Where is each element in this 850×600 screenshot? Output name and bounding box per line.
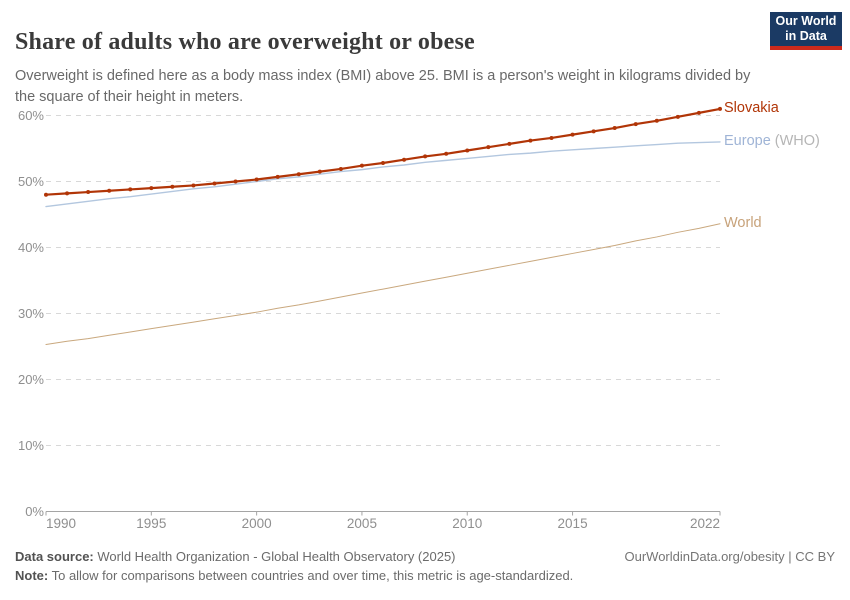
slovakia-marker <box>612 126 617 131</box>
world-line <box>45 223 721 346</box>
slovakia-marker <box>296 172 301 177</box>
x-tick-label: 2000 <box>241 516 272 531</box>
note-label: Note: <box>15 568 49 583</box>
y-tick-label: 20% <box>17 371 44 387</box>
slovakia-marker <box>86 190 91 195</box>
note-line: Note: To allow for comparisons between c… <box>15 568 573 583</box>
europe-who-label: Europe (WHO) <box>724 132 820 149</box>
x-tick-label: 1995 <box>136 516 167 531</box>
slovakia-marker <box>44 192 48 197</box>
slovakia-marker <box>675 114 680 119</box>
y-tick-label: 50% <box>17 173 44 189</box>
owid-logo: Our World in Data <box>770 12 842 50</box>
slovakia-marker <box>275 174 280 179</box>
slovakia-marker <box>359 163 364 168</box>
slovakia-marker <box>528 138 533 143</box>
slovakia-marker <box>423 154 428 159</box>
slovakia-marker <box>549 135 554 140</box>
slovakia-marker <box>486 145 491 150</box>
slovakia-marker <box>591 129 596 134</box>
x-tick-label: 1990 <box>46 516 77 531</box>
owid-url-link[interactable]: OurWorldinData.org/obesity | CC BY <box>624 549 836 564</box>
data-source-text: World Health Organization - Global Healt… <box>93 549 456 564</box>
slovakia-marker <box>65 191 70 196</box>
europe-who-line <box>45 141 721 208</box>
slovakia-marker <box>444 151 449 156</box>
note-text: To allow for comparisons between countri… <box>48 568 574 583</box>
x-tick-label: 2010 <box>452 516 483 531</box>
slovakia-marker <box>317 169 322 174</box>
logo-line-2: in Data <box>785 29 827 43</box>
chart-subtitle: Overweight is defined here as a body mas… <box>15 67 751 106</box>
slovakia-marker <box>402 157 407 162</box>
page-title: Share of adults who are overweight or ob… <box>15 29 475 56</box>
slovakia-marker <box>212 181 217 186</box>
slovakia-marker <box>338 166 343 171</box>
slovakia-marker <box>507 141 512 146</box>
slovakia-label: Slovakia <box>724 99 779 116</box>
slovakia-marker <box>170 184 175 189</box>
slovakia-marker <box>254 177 259 182</box>
y-tick-label: 10% <box>17 437 44 453</box>
slovakia-marker <box>570 132 575 137</box>
y-tick-label: 30% <box>17 305 44 321</box>
y-tick-label: 60% <box>17 107 44 123</box>
slovakia-marker <box>633 122 638 127</box>
slovakia-marker <box>149 186 154 191</box>
slovakia-marker <box>696 110 701 115</box>
slovakia-marker <box>718 106 722 111</box>
slovakia-marker <box>465 148 470 153</box>
world-label: World <box>724 214 762 231</box>
logo-line-1: Our World <box>775 14 837 28</box>
y-tick-label: 40% <box>17 239 44 255</box>
x-tick-label: 2015 <box>557 516 588 531</box>
slovakia-marker <box>191 183 196 188</box>
y-tick-label: 0% <box>25 503 44 519</box>
slovakia-marker <box>107 188 112 193</box>
slovakia-marker <box>233 179 238 184</box>
slovakia-marker <box>128 187 133 192</box>
slovakia-marker <box>654 118 659 123</box>
slovakia-marker <box>381 161 385 166</box>
data-source-label: Data source: <box>15 549 94 564</box>
data-source-line: Data source: World Health Organization -… <box>15 549 456 564</box>
x-tick-label: 2022 <box>689 516 720 531</box>
x-tick-label: 2005 <box>346 516 377 531</box>
